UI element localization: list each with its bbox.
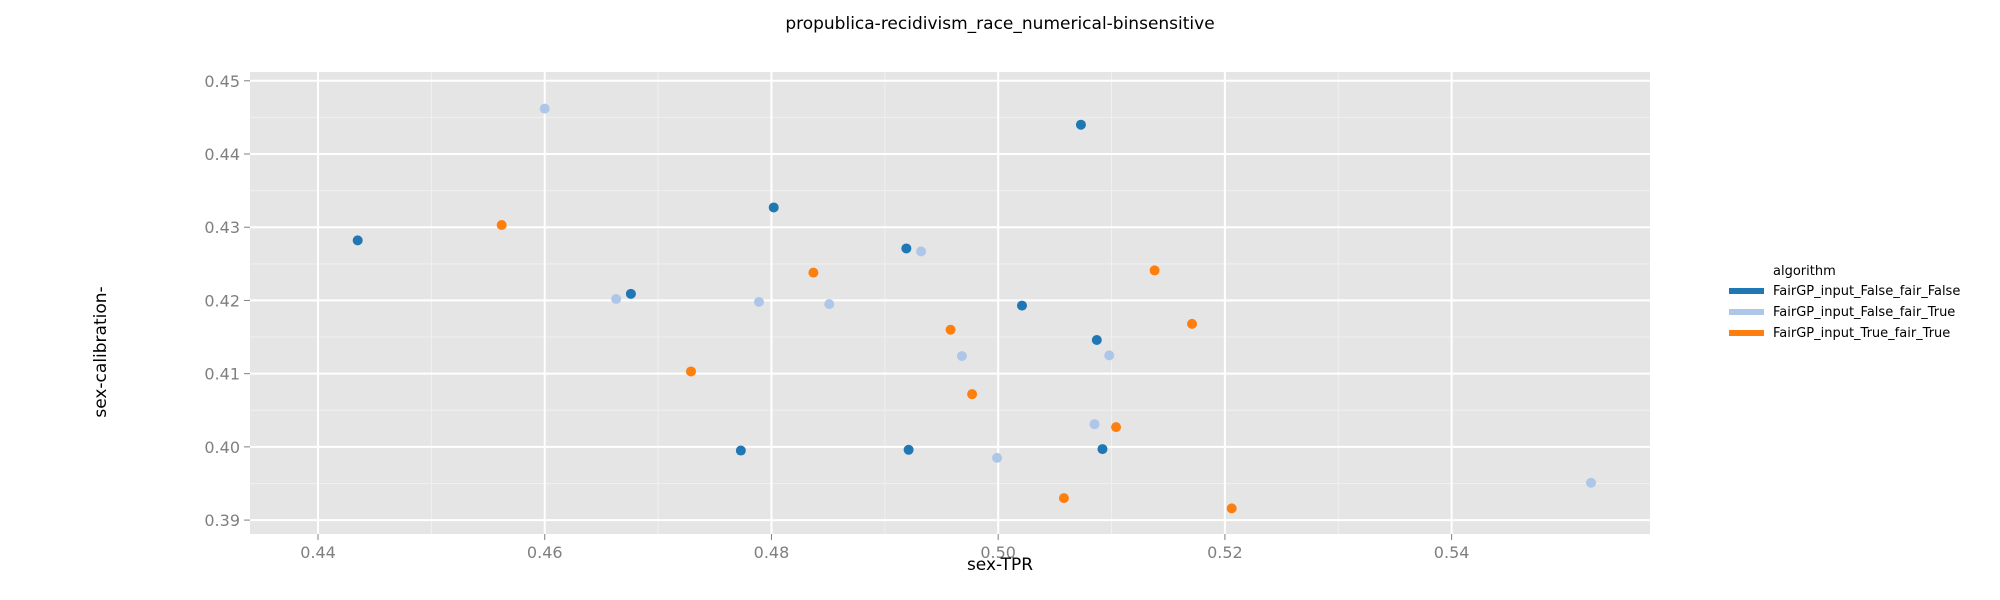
data-point-series-1 xyxy=(1091,334,1102,345)
data-point-series-1 xyxy=(1097,444,1108,455)
data-point-series-1 xyxy=(901,243,912,254)
data-point-series-2 xyxy=(1089,419,1100,430)
data-point-series-2 xyxy=(992,452,1003,463)
x-tick-label: 0.46 xyxy=(527,543,563,562)
data-point-series-2 xyxy=(611,293,622,304)
chart-title: propublica-recidivism_race_numerical-bin… xyxy=(785,14,1214,34)
data-point-series-3 xyxy=(496,220,507,231)
data-point-series-1 xyxy=(903,444,914,455)
y-axis-label: sex-calibration- xyxy=(91,286,111,417)
data-point-series-3 xyxy=(1058,493,1069,504)
data-point-series-1 xyxy=(768,202,779,213)
x-axis-ticks: 0.44 0.46 0.48 0.50 0.52 0.54 xyxy=(300,534,1469,562)
legend-label-3: FairGP_input_True_fair_True xyxy=(1773,326,1950,341)
x-tick-label: 0.52 xyxy=(1207,543,1243,562)
data-point-series-1 xyxy=(1075,119,1086,130)
x-axis-label: sex-TPR xyxy=(967,555,1033,575)
y-tick-label: 0.41 xyxy=(204,365,240,384)
data-point-series-2 xyxy=(539,103,550,114)
plot-area xyxy=(250,72,1650,534)
y-tick-label: 0.39 xyxy=(204,511,240,530)
x-tick-label: 0.54 xyxy=(1434,543,1470,562)
data-point-series-1 xyxy=(735,445,746,456)
data-point-series-2 xyxy=(1104,350,1115,361)
data-point-series-2 xyxy=(824,299,835,310)
legend-swatch-3 xyxy=(1729,330,1764,336)
data-point-series-3 xyxy=(685,366,696,377)
data-point-series-1 xyxy=(625,288,636,299)
data-point-series-3 xyxy=(1226,503,1237,514)
y-tick-label: 0.44 xyxy=(204,145,240,164)
data-point-series-2 xyxy=(753,296,764,307)
legend-label-1: FairGP_input_False_fair_False xyxy=(1773,284,1960,299)
data-point-series-3 xyxy=(1187,318,1198,329)
legend: algorithm FairGP_input_False_fair_False F… xyxy=(1729,264,1960,341)
legend-title: algorithm xyxy=(1773,264,1836,279)
data-point-series-3 xyxy=(808,267,819,278)
y-axis-ticks: 0.39 0.40 0.41 0.42 0.43 0.44 0.45 xyxy=(204,72,250,530)
data-point-series-3 xyxy=(945,324,956,335)
y-tick-label: 0.40 xyxy=(204,438,240,457)
major-gridlines xyxy=(250,72,1650,534)
y-tick-label: 0.45 xyxy=(204,72,240,91)
x-tick-label: 0.50 xyxy=(980,543,1016,562)
x-tick-label: 0.44 xyxy=(300,543,336,562)
data-point-series-2 xyxy=(1586,477,1597,488)
legend-swatch-1 xyxy=(1729,288,1764,294)
legend-label-2: FairGP_input_False_fair_True xyxy=(1773,305,1955,320)
data-point-series-2 xyxy=(956,351,967,362)
y-tick-label: 0.43 xyxy=(204,218,240,237)
minor-gridlines xyxy=(250,72,1650,534)
data-point-series-3 xyxy=(1111,422,1122,433)
data-point-series-3 xyxy=(967,389,978,400)
data-point-series-1 xyxy=(1016,300,1027,311)
data-point-series-1 xyxy=(352,235,363,246)
data-point-series-3 xyxy=(1149,265,1160,276)
x-tick-label: 0.48 xyxy=(754,543,790,562)
y-tick-label: 0.42 xyxy=(204,291,240,310)
data-point-series-2 xyxy=(916,246,927,257)
legend-swatch-2 xyxy=(1729,309,1764,315)
data-points xyxy=(352,103,1597,514)
